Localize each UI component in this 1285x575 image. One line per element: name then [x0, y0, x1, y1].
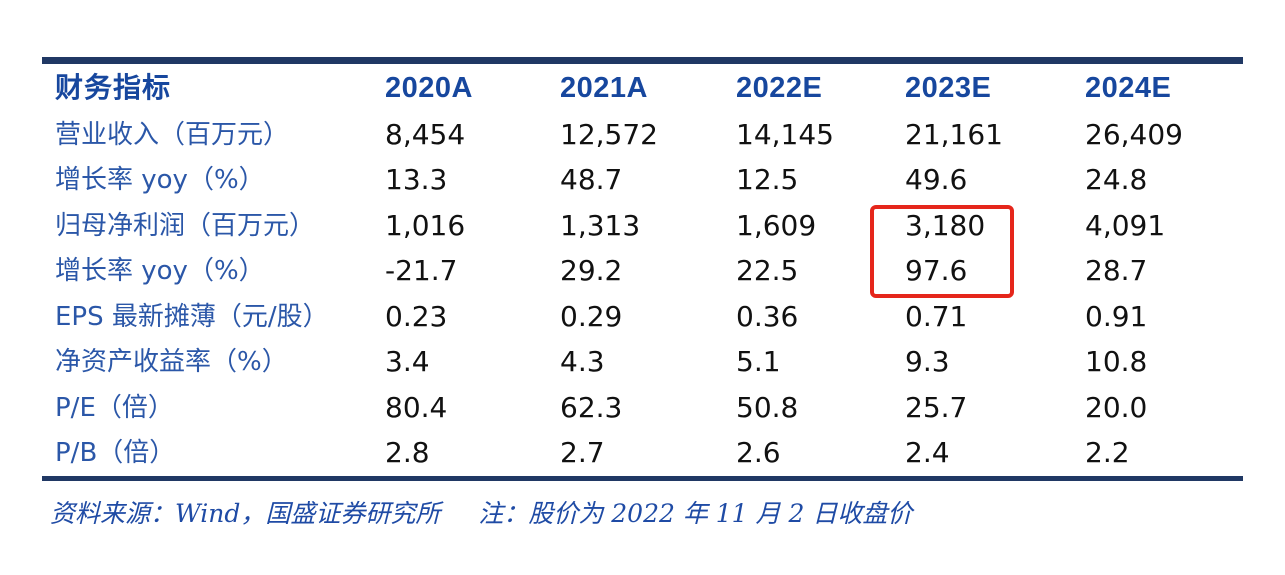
value-cell: 2.6: [736, 436, 781, 470]
table-bottom-rule: [42, 476, 1243, 481]
value-cell: 1,016: [385, 208, 466, 242]
value-cell: 1,313: [560, 208, 641, 242]
value-cell: 4.3: [560, 345, 605, 379]
value-cell: 1,609: [736, 208, 817, 242]
value-cell: 97.6: [905, 254, 968, 288]
value-cell: 12.5: [736, 163, 799, 197]
row-label: 增长率 yoy（%）: [55, 256, 265, 287]
value-cell: 2.4: [905, 436, 950, 470]
column-header-2022e: 2022E: [736, 71, 823, 104]
value-cell: 12,572: [560, 117, 658, 151]
row-label: 归母净利润（百万元）: [55, 210, 316, 241]
value-cell: 20.0: [1085, 390, 1148, 424]
value-cell: 2.7: [560, 436, 605, 470]
value-cell: 29.2: [560, 254, 623, 288]
value-cell: 25.7: [905, 390, 968, 424]
table-grid: 财务指标 2020A 2021A 2022E 2023E 2024E 营业收入（百万元） 8,…: [42, 64, 1243, 476]
column-header-2023e: 2023E: [905, 71, 992, 104]
value-cell: 49.6: [905, 163, 968, 197]
table-row: EPS 最新摊薄（元/股） 0.23 0.29 0.36 0.71 0.91: [42, 294, 1243, 340]
column-header-2024e: 2024E: [1085, 71, 1172, 104]
value-cell: 13.3: [385, 163, 448, 197]
value-cell: 9.3: [905, 345, 950, 379]
column-header-2020a: 2020A: [385, 71, 473, 104]
table-row: 增长率 yoy（%） -21.7 29.2 22.5 97.6 28.7: [42, 249, 1243, 295]
table-row: 归母净利润（百万元） 1,016 1,313 1,609 3,180 4,091: [42, 203, 1243, 249]
value-cell: 0.36: [736, 299, 799, 333]
table-row: P/E（倍） 80.4 62.3 50.8 25.7 20.0: [42, 385, 1243, 431]
value-cell: -21.7: [385, 254, 458, 288]
table-row: 营业收入（百万元） 8,454 12,572 14,145 21,161 26,409: [42, 112, 1243, 158]
row-label: EPS 最新摊薄（元/股）: [55, 301, 329, 332]
financial-table: 财务指标 2020A 2021A 2022E 2023E 2024E 营业收入（百万元） 8,…: [42, 57, 1243, 481]
value-cell: 5.1: [736, 345, 781, 379]
value-cell: 26,409: [1085, 117, 1183, 151]
table-header-row: 财务指标 2020A 2021A 2022E 2023E 2024E: [42, 64, 1243, 112]
value-cell: 0.23: [385, 299, 448, 333]
table-top-rule: [42, 57, 1243, 64]
value-cell: 80.4: [385, 390, 448, 424]
row-label: 增长率 yoy（%）: [55, 165, 265, 196]
value-cell: 24.8: [1085, 163, 1148, 197]
value-cell: 8,454: [385, 117, 466, 151]
value-cell: 3.4: [385, 345, 430, 379]
value-cell: 10.8: [1085, 345, 1148, 379]
value-cell: 22.5: [736, 254, 799, 288]
value-cell: 14,145: [736, 117, 834, 151]
table-row: P/B（倍） 2.8 2.7 2.6 2.4 2.2: [42, 431, 1243, 477]
row-label: P/E（倍）: [55, 392, 174, 423]
value-cell: 50.8: [736, 390, 799, 424]
value-cell: 0.71: [905, 299, 968, 333]
value-cell: 48.7: [560, 163, 623, 197]
value-cell: 2.8: [385, 436, 430, 470]
table-row: 增长率 yoy（%） 13.3 48.7 12.5 49.6 24.8: [42, 158, 1243, 204]
column-header-2021a: 2021A: [560, 71, 648, 104]
value-cell: 28.7: [1085, 254, 1148, 288]
table-row: 净资产收益率（%） 3.4 4.3 5.1 9.3 10.8: [42, 340, 1243, 386]
value-cell: 0.91: [1085, 299, 1148, 333]
source-text: 资料来源：Wind，国盛证券研究所: [50, 499, 441, 528]
value-cell: 62.3: [560, 390, 623, 424]
row-label: P/B（倍）: [55, 438, 176, 469]
row-label: 净资产收益率（%）: [55, 347, 288, 378]
indicator-header-cell: 财务指标: [55, 72, 172, 103]
value-cell: 21,161: [905, 117, 1003, 151]
source-note: 资料来源：Wind，国盛证券研究所 注：股价为 2022 年 11 月 2 日收…: [50, 494, 912, 530]
value-cell: 4,091: [1085, 208, 1166, 242]
value-cell: 3,180: [905, 208, 986, 242]
value-cell: 0.29: [560, 299, 623, 333]
value-cell: 2.2: [1085, 436, 1130, 470]
row-label: 营业收入（百万元）: [55, 119, 290, 150]
note-text: 注：股价为 2022 年 11 月 2 日收盘价: [478, 499, 913, 528]
